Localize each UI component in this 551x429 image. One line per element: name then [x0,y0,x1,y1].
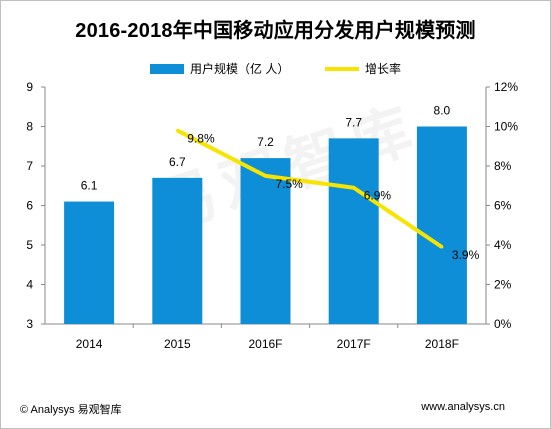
bar-value-label: 7.7 [345,115,362,129]
growth-rate-point [440,245,444,249]
x-tick-label: 2017F [337,337,371,351]
growth-rate-label: 9.8% [187,131,215,145]
x-tick-label: 2016F [248,337,282,351]
right-tick-label: 12% [494,80,518,94]
footer-url: www.analysys.cn [421,401,505,413]
left-tick-label: 4 [26,278,33,292]
bar-value-label: 6.1 [81,179,98,193]
growth-rate-label: 3.9% [452,248,480,262]
legend-bar-label: 用户规模（亿 人） [190,62,290,76]
left-tick-label: 9 [26,80,33,94]
growth-rate-point [175,128,179,132]
legend-item-bar: 用户规模（亿 人） [150,60,289,77]
growth-rate-label: 6.9% [364,189,392,203]
right-tick-label: 8% [494,159,512,173]
growth-rate-point [352,186,356,190]
right-tick-label: 10% [494,120,518,134]
footer-copyright: © Analysys 易观智库 [20,404,122,416]
right-tick-label: 2% [494,278,512,292]
chart-title: 2016-2018年中国移动应用分发用户规模预测 [75,20,476,42]
right-tick-label: 0% [494,317,512,331]
bar [152,177,203,324]
left-tick-label: 3 [26,317,33,331]
growth-rate-point [264,174,267,178]
legend-line-swatch [325,66,359,71]
legend-line-label: 增长率 [365,62,402,76]
left-tick-label: 8 [26,120,33,134]
growth-rate-line [176,128,444,249]
legend-bar-swatch [150,63,184,74]
bar [64,201,115,324]
x-tick-label: 2015 [164,337,191,351]
growth-rate-label: 7.5% [276,177,304,191]
bar-value-label: 6.7 [169,155,186,169]
bar-value-label: 8.0 [434,104,451,118]
left-tick-label: 5 [26,238,33,252]
legend: 用户规模（亿 人） 增长率 [0,60,551,78]
bar-value-label: 7.2 [257,135,274,149]
x-tick-label: 2018F [425,337,459,351]
bar [416,126,467,324]
left-tick-label: 6 [26,199,33,213]
legend-item-line: 增长率 [325,60,401,77]
left-tick-label: 7 [26,159,33,173]
right-tick-label: 6% [494,199,512,213]
right-tick-label: 4% [494,238,512,252]
x-tick-label: 2014 [76,337,103,351]
bar [328,138,379,324]
bar [240,158,291,324]
